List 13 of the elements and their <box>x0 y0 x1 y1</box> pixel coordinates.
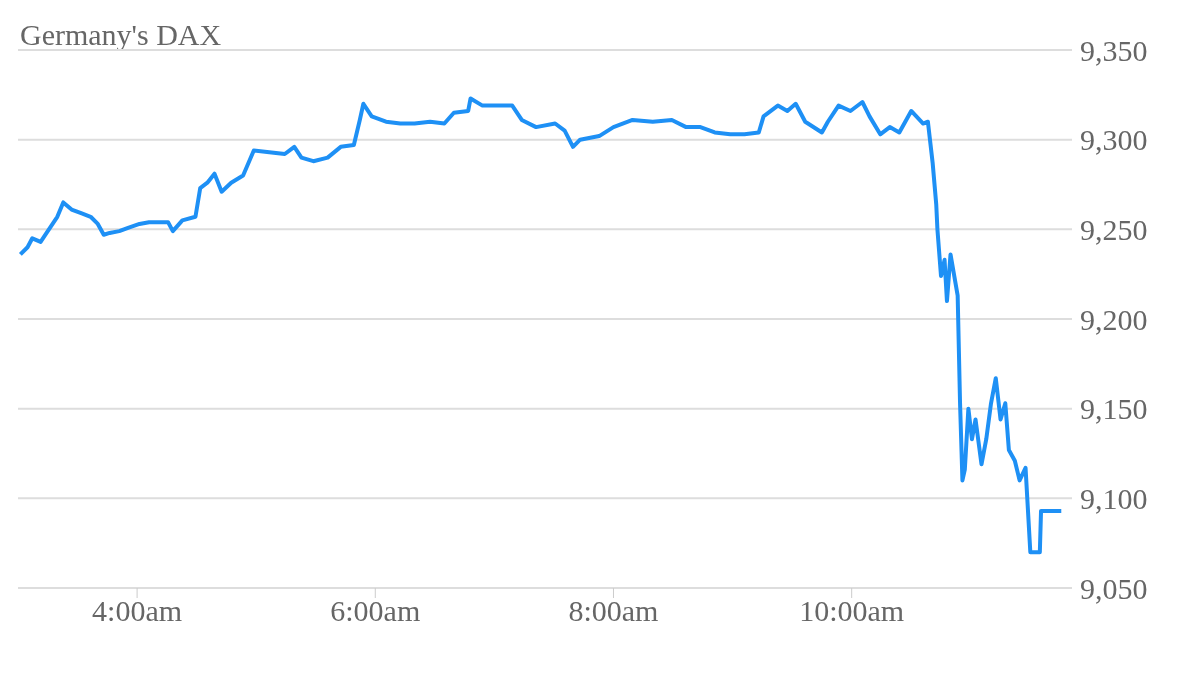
x-tick-label: 8:00am <box>568 594 659 628</box>
line-series <box>18 96 1064 555</box>
x-tick-label: 6:00am <box>330 594 421 628</box>
chart-title: Germany's DAX <box>20 18 222 52</box>
y-tick-label: 9,050 <box>1080 571 1148 605</box>
x-tick-label: 4:00am <box>92 594 183 628</box>
y-tick-label: 9,200 <box>1080 302 1148 336</box>
y-tick-label: 9,150 <box>1080 392 1148 426</box>
x-tick-label: 10:00am <box>799 594 905 628</box>
y-tick-label: 9,300 <box>1080 123 1148 157</box>
y-tick-label: 9,100 <box>1080 481 1148 515</box>
y-tick-label: 9,350 <box>1080 33 1148 67</box>
y-tick-label: 9,250 <box>1080 212 1148 246</box>
